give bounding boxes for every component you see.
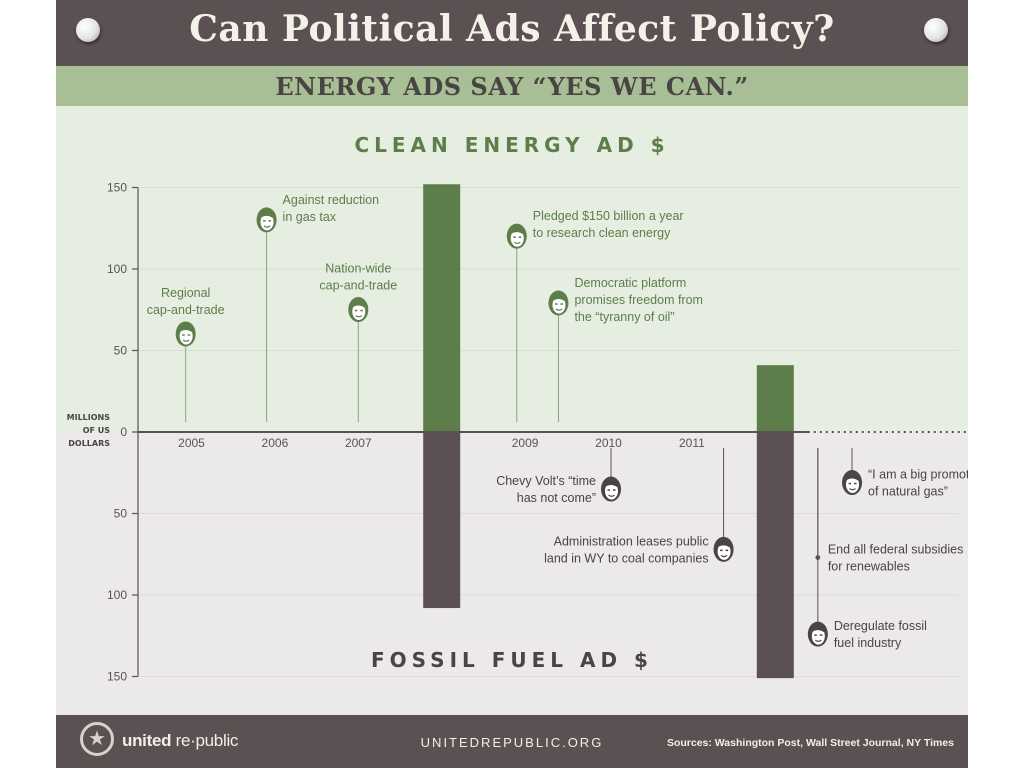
annotation-text: Democratic platform — [574, 276, 686, 290]
annotation-text: Against reduction — [283, 193, 380, 207]
clean-energy-label: CLEAN ENERGY AD $ — [354, 133, 669, 157]
star-icon: ★ — [80, 722, 114, 756]
candidate-face-icon — [175, 321, 196, 347]
fossil-fuel-label: FOSSIL FUEL AD $ — [371, 648, 653, 672]
annotation-text: Deregulate fossil — [834, 619, 927, 633]
candidate-face-icon — [807, 621, 828, 647]
year-label: 2007 — [345, 436, 372, 450]
left-pin-icon — [76, 18, 100, 42]
annotation-text: fuel industry — [834, 636, 902, 650]
fossil-region — [56, 432, 968, 715]
gridlines — [138, 187, 958, 677]
annotation-text: Pledged $150 billion a year — [533, 209, 684, 223]
annotation: Pledged $150 billion a year to research c… — [506, 209, 684, 422]
annotation-text: promises freedom from — [574, 293, 703, 307]
subtitle: ENERGY ADS SAY “YES WE CAN.” — [275, 72, 749, 101]
unit-label: MILLIONS OF US DOLLARS — [67, 413, 111, 448]
energy-ad-chart: CLEAN ENERGY AD $ FOSSIL FUEL AD $ 150 10… — [56, 106, 968, 715]
annotation-text: “I am a big promoter — [868, 468, 968, 482]
annotations: Regional cap-and-trade Against reduction in… — [147, 193, 968, 650]
page-title: Can Political Ads Affect Policy? — [189, 8, 835, 50]
annotation: Against reduction in gas tax — [256, 193, 380, 422]
annotation-text: cap-and-trade — [147, 303, 225, 317]
y-tick-label: 50 — [114, 344, 128, 358]
annotation: End all federal subsidies for renewables — [815, 448, 963, 574]
unit-label-line: MILLIONS — [67, 413, 111, 422]
fossil-fuel-bar — [423, 432, 461, 609]
y-tick-label: 100 — [107, 262, 127, 276]
year-label: 2005 — [178, 436, 205, 450]
y-axis: 150 100 50 0 50 100 150 — [107, 181, 966, 684]
y-tick-label: 50 — [114, 507, 128, 521]
annotation-text: land in WY to coal companies — [544, 551, 708, 565]
annotation-text: the “tyranny of oil” — [574, 310, 674, 324]
header: Can Political Ads Affect Policy? — [56, 0, 968, 66]
candidate-face-icon — [506, 223, 527, 249]
annotation: Nation-wide cap-and-trade — [319, 262, 397, 422]
year-labels: 2005 2006 2007 2008 2009 2010 2011 2012 — [178, 436, 789, 450]
annotation: Chevy Volt’s “time has not come” — [496, 448, 622, 505]
annotation-text: Nation-wide — [325, 262, 391, 276]
bars — [423, 184, 794, 679]
y-tick-label: 0 — [120, 425, 127, 439]
annotation-text: for renewables — [828, 560, 910, 574]
candidate-face-icon — [256, 207, 277, 233]
infographic: Can Political Ads Affect Policy? ENERGY … — [56, 0, 968, 768]
year-label: 2011 — [679, 436, 705, 450]
annotation: Administration leases public land in WY t… — [544, 448, 734, 565]
year-label: 2012 — [762, 436, 789, 450]
y-tick-label: 100 — [107, 588, 127, 602]
clean-energy-bar — [423, 184, 461, 432]
candidate-face-icon — [713, 536, 734, 562]
brand-name-part: re·public — [175, 731, 239, 750]
candidate-face-icon — [842, 470, 863, 496]
candidate-face-icon — [348, 297, 369, 323]
candidate-face-icon — [601, 476, 622, 502]
annotation-text: in gas tax — [283, 210, 337, 224]
annotation: Democratic platform promises freedom from… — [548, 276, 703, 422]
annotation-text: to research clean energy — [533, 226, 671, 240]
annotation-text: End all federal subsidies — [828, 543, 964, 557]
unit-label-line: DOLLARS — [68, 439, 110, 448]
right-pin-icon — [924, 18, 948, 42]
sources-credit: Sources: Washington Post, Wall Street Jo… — [666, 737, 954, 749]
y-tick-label: 150 — [107, 670, 127, 684]
annotation-text: has not come” — [517, 491, 596, 505]
annotation: “I am a big promoter of natural gas” — [842, 448, 968, 499]
annotation: Regional cap-and-trade — [147, 286, 225, 422]
year-label: 2008 — [428, 436, 455, 450]
year-label: 2006 — [262, 436, 289, 450]
footer-url[interactable]: UNITEDREPUBLIC.ORG — [420, 735, 604, 750]
candidate-face-icon — [548, 290, 569, 316]
annotation-text: cap-and-trade — [319, 279, 397, 293]
annotation-text: Chevy Volt’s “time — [496, 474, 596, 488]
unit-label-line: OF US — [83, 426, 111, 435]
footer: ★ united re·public UNITEDREPUBLIC.ORG So… — [56, 715, 968, 768]
annotation-text: of natural gas” — [868, 485, 948, 499]
fossil-fuel-bar — [756, 432, 794, 679]
annotation-text: Administration leases public — [554, 534, 709, 548]
annotation-dot — [815, 555, 821, 560]
year-label: 2009 — [512, 436, 539, 450]
clean-energy-bar — [756, 365, 794, 432]
year-label: 2010 — [595, 436, 622, 450]
y-tick-label: 150 — [107, 181, 127, 195]
brand-name: united re·public — [122, 731, 238, 751]
brand-name-part: united — [122, 731, 176, 750]
annotation-text: Regional — [161, 286, 210, 300]
subtitle-band: ENERGY ADS SAY “YES WE CAN.” — [56, 66, 968, 106]
